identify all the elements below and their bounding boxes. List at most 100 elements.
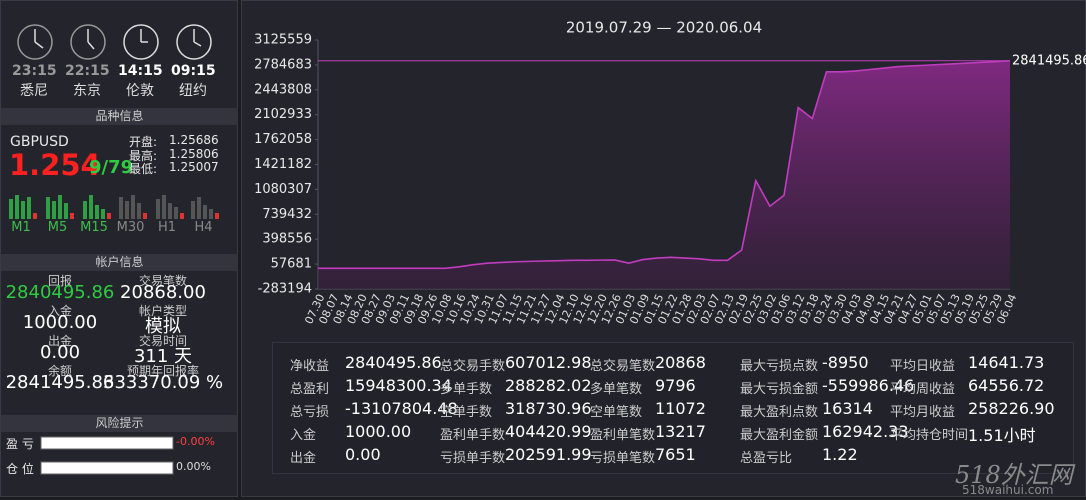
y-tick-label: 3125559: [254, 33, 312, 48]
low-label: 最低:: [129, 162, 158, 176]
clock-city: 东京: [73, 83, 101, 99]
high-label: 最高:: [129, 149, 158, 163]
chart: 2019.07.29 — 2020.06.04 -283194 57681 3985…: [254, 19, 1086, 327]
symbol[interactable]: GBPUSD: [10, 134, 69, 150]
y-tick-label: 1421182: [254, 157, 312, 172]
low: 1.25007: [169, 160, 219, 174]
stat-value: 162942.33: [822, 422, 909, 441]
stat-value: -559986.46: [822, 376, 915, 395]
stat-value: 7651: [655, 445, 696, 464]
stat-value: 9796: [655, 376, 696, 395]
stat-value: 64556.72: [968, 376, 1045, 395]
timeframe-icons: [9, 195, 219, 219]
y-tick-label: 1080307: [254, 182, 312, 197]
stat-label: 总盈亏比: [740, 451, 793, 466]
stat-label: 最大亏损金额: [740, 382, 819, 397]
stats-panel: [272, 342, 1074, 474]
stat-value: 318730.96: [505, 399, 592, 418]
account-value: 2840495.86: [5, 282, 115, 303]
account-label: 交易时间: [138, 334, 187, 348]
stat-label: 最大亏损点数: [740, 359, 819, 374]
stat-label: 多单手数: [440, 382, 493, 397]
y-tick-label: 739432: [262, 207, 312, 222]
chart-title: 2019.07.29 — 2020.06.04: [566, 19, 762, 37]
y-tick-label: 1762058: [254, 132, 312, 147]
stat-label: 平均周收益: [890, 382, 956, 397]
stat-value: 0.00: [345, 445, 381, 464]
account-value: 1000.00: [22, 312, 98, 333]
stat-label: 亏损单手数: [440, 451, 506, 466]
stat-value: 404420.99: [505, 422, 592, 441]
risk-value: -0.00%: [176, 435, 215, 448]
section-header: 帐户信息: [1, 254, 238, 271]
risk-label: 盈 亏: [6, 437, 34, 451]
stat-value: 15948300.34: [345, 376, 452, 395]
risk-value: 0.00%: [176, 460, 211, 473]
clock-time: 23:15: [12, 63, 57, 79]
stat-label: 盈利单笔数: [590, 428, 656, 443]
stat-value: 2840495.86: [345, 353, 442, 372]
clock-icons: [17, 24, 212, 60]
stat-value: 202591.99: [505, 445, 592, 464]
stat-value: -13107804.48: [345, 399, 458, 418]
timeframe: M15: [80, 220, 108, 235]
account-label: 帐户类型: [138, 304, 187, 318]
last-value-label: 2841495.86: [1012, 53, 1086, 68]
stat-value: 20868: [655, 353, 706, 372]
account-label: 回报: [47, 274, 72, 288]
account-value: 311 天: [133, 346, 193, 367]
stat-value: 1000.00: [345, 422, 412, 441]
y-tick-label: 2443808: [254, 82, 312, 97]
watermark-url: 518waihui.com: [962, 483, 1054, 497]
stat-label: 净收益: [290, 359, 330, 374]
area-fill: [318, 60, 1010, 289]
timeframe: H4: [194, 220, 213, 235]
clock-city: 悉尼: [20, 83, 48, 99]
account-value: 333370.09 %: [103, 372, 224, 393]
stat-value: -8950: [822, 353, 869, 372]
clock-time: 09:15: [171, 63, 216, 79]
open-label: 开盘:: [129, 135, 158, 149]
account-label: 预期年回报率: [126, 364, 199, 378]
stat-label: 总交易笔数: [590, 359, 656, 374]
stat-label: 平均持仓时间: [890, 428, 969, 443]
clock-time: 22:15: [65, 63, 110, 79]
stat-value: 288282.02: [505, 376, 592, 395]
risk-label: 仓 位: [6, 462, 34, 476]
section-header: 风险提示: [1, 415, 238, 432]
stat-label: 空单笔数: [590, 405, 643, 420]
account-label: 余额: [47, 364, 72, 378]
stat-value: 14641.73: [968, 353, 1045, 372]
stat-label: 总交易手数: [440, 359, 506, 374]
stat-label: 入金: [290, 428, 317, 443]
y-tick-label: 2784683: [254, 57, 312, 72]
stat-value: 1.51小时: [968, 426, 1036, 445]
high: 1.25806: [169, 147, 219, 161]
section-header: 品种信息: [1, 108, 238, 125]
clock-city: 纽约: [179, 83, 207, 99]
stat-value: 16314: [822, 399, 873, 418]
account-label: 出金: [47, 334, 72, 348]
price-sub: 9/79: [89, 157, 134, 178]
account-value: 0.00: [39, 342, 81, 363]
clock-time: 14:15: [118, 63, 163, 79]
clock-city: 伦敦: [126, 83, 154, 99]
stat-label: 总盈利: [290, 382, 330, 397]
stat-label: 最大盈利点数: [740, 405, 819, 420]
stat-value: 1.22: [822, 445, 858, 464]
y-tick-label: 57681: [271, 257, 312, 272]
stat-label: 总亏损: [290, 405, 330, 420]
stat-label: 平均日收益: [890, 359, 956, 374]
timeframe: M30: [116, 220, 145, 235]
open: 1.25686: [169, 133, 219, 147]
account-label: 交易笔数: [138, 274, 187, 288]
stat-label: 盈利单手数: [440, 428, 506, 443]
timeframe: M5: [47, 220, 68, 235]
risk-bars: [40, 436, 174, 475]
y-tick-label: -283194: [258, 282, 312, 297]
watermark-brand: 518外汇网: [955, 461, 1073, 489]
stat-label: 最大盈利金额: [740, 428, 819, 443]
y-tick-label: 398556: [262, 232, 312, 247]
stat-label: 亏损单笔数: [590, 451, 656, 466]
